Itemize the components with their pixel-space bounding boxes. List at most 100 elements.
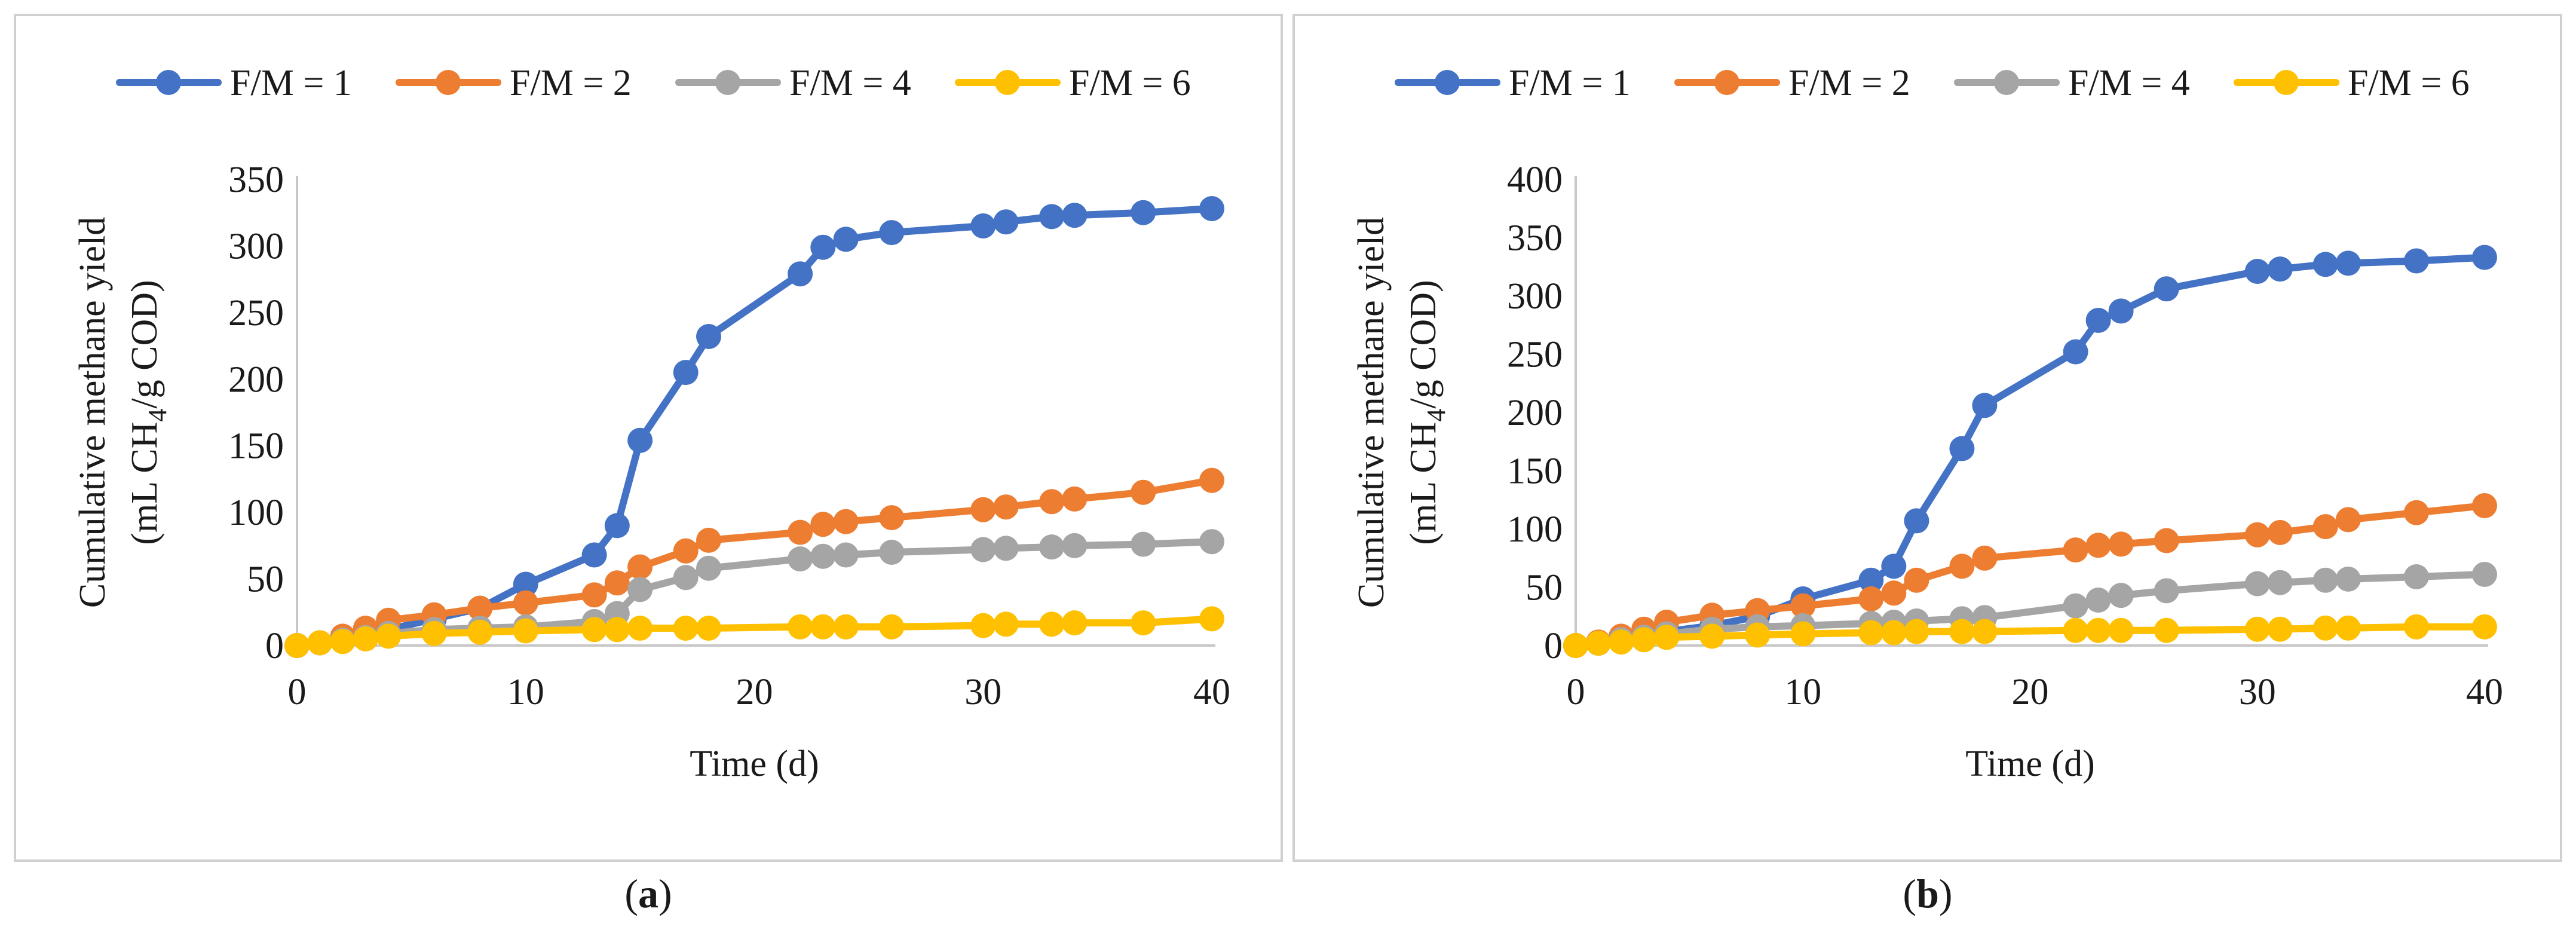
data-point: [1131, 479, 1156, 505]
legend-swatch-marker: [715, 70, 740, 95]
x-tick-label: 30: [964, 672, 1001, 712]
y-tick-label: 350: [1507, 218, 1563, 259]
data-point: [2312, 252, 2338, 277]
data-point: [2108, 298, 2134, 324]
data-point: [2472, 244, 2497, 270]
data-point: [1131, 610, 1156, 636]
legend-swatch-marker: [2274, 70, 2299, 95]
data-point: [1062, 486, 1088, 512]
legend-item: F/M = 4: [675, 63, 911, 103]
data-point: [1039, 204, 1065, 230]
data-point: [1062, 533, 1088, 558]
data-point: [513, 590, 538, 616]
data-point: [1949, 619, 1975, 644]
data-point: [2335, 250, 2361, 276]
data-point: [1790, 593, 1816, 619]
data-point: [1631, 627, 1657, 653]
data-point: [993, 494, 1019, 520]
data-point: [993, 209, 1019, 235]
data-point: [627, 577, 653, 602]
data-point: [2312, 514, 2338, 540]
y-tick-label: 0: [1544, 626, 1563, 666]
y-axis-title-line2: (mL CH4/g COD): [124, 280, 172, 545]
legend-swatch-marker: [1994, 70, 2019, 95]
data-point: [1039, 534, 1065, 560]
data-point: [467, 619, 493, 645]
data-point: [810, 543, 836, 569]
series-4: [1563, 614, 2497, 658]
data-point: [604, 513, 630, 539]
x-axis-title: Time (d): [1965, 744, 2094, 784]
caption-close: ): [658, 871, 672, 916]
x-tick-label: 40: [2466, 672, 2503, 712]
data-point: [581, 582, 607, 608]
data-point: [2063, 339, 2088, 365]
x-tick-label: 20: [736, 672, 773, 712]
data-point: [2472, 562, 2497, 587]
y-tick-label: 200: [228, 359, 284, 400]
y-axis-title-prefix: (mL CH: [124, 422, 165, 545]
y-tick-label: 350: [228, 160, 284, 200]
data-point: [673, 538, 699, 564]
x-tick-label: 0: [288, 672, 307, 712]
legend-item: F/M = 2: [1674, 63, 1910, 103]
y-tick-label: 250: [228, 293, 284, 334]
data-point: [879, 220, 905, 246]
data-point: [2312, 615, 2338, 641]
data-point: [2335, 507, 2361, 533]
x-tick-label: 30: [2239, 672, 2276, 712]
data-point: [2403, 614, 2429, 640]
data-point: [993, 611, 1019, 637]
data-point: [1039, 611, 1065, 637]
data-point: [970, 537, 996, 562]
legend-item: F/M = 6: [2234, 63, 2470, 103]
y-tick-label: 250: [1507, 335, 1563, 375]
data-point: [2267, 570, 2293, 595]
y-tick-label: 150: [1507, 451, 1563, 492]
data-point: [2108, 531, 2134, 557]
data-point: [2267, 519, 2293, 545]
data-point: [1199, 196, 1224, 221]
data-point: [1199, 529, 1224, 555]
data-point: [2108, 583, 2134, 608]
data-point: [1858, 567, 1884, 593]
data-point: [2085, 308, 2111, 333]
data-point: [1904, 508, 1929, 534]
data-point: [1586, 631, 1611, 656]
data-point: [833, 542, 859, 568]
y-tick-label: 200: [1507, 393, 1563, 433]
data-point: [788, 546, 813, 572]
data-point: [604, 570, 630, 596]
data-point: [833, 509, 859, 534]
data-point: [1062, 610, 1088, 636]
x-axis-title: Time (d): [690, 744, 819, 784]
data-point: [376, 623, 402, 649]
legend-swatch-marker: [1435, 70, 1460, 95]
data-point: [696, 527, 721, 553]
y-axis-title-prefix: (mL CH: [1403, 422, 1444, 545]
caption-open: (: [1903, 871, 1916, 916]
legend: F/M = 1 F/M = 2 F/M = 4 F/M = 6: [1395, 63, 2470, 103]
x-tick-label: 10: [507, 672, 544, 712]
data-point: [2472, 493, 2497, 518]
data-point: [2063, 593, 2088, 619]
data-point: [1881, 580, 1907, 606]
y-axis-title-suffix: /g COD): [1403, 280, 1444, 408]
data-point: [2154, 528, 2179, 553]
data-point: [879, 505, 905, 531]
data-point: [696, 324, 721, 349]
legend-label: F/M = 2: [1788, 63, 1910, 103]
data-point: [970, 213, 996, 238]
data-point: [1858, 620, 1884, 646]
x-tick-label: 40: [1193, 672, 1230, 712]
legend-swatch-marker: [1714, 70, 1739, 95]
legend-label: F/M = 6: [1069, 63, 1191, 103]
data-point: [513, 571, 538, 597]
data-point: [2244, 522, 2270, 547]
data-point: [788, 519, 813, 545]
data-point: [2063, 537, 2088, 563]
data-point: [2154, 276, 2179, 302]
x-tick-label: 10: [1784, 672, 1821, 712]
data-point: [513, 618, 538, 644]
caption-letter: a: [638, 871, 658, 916]
